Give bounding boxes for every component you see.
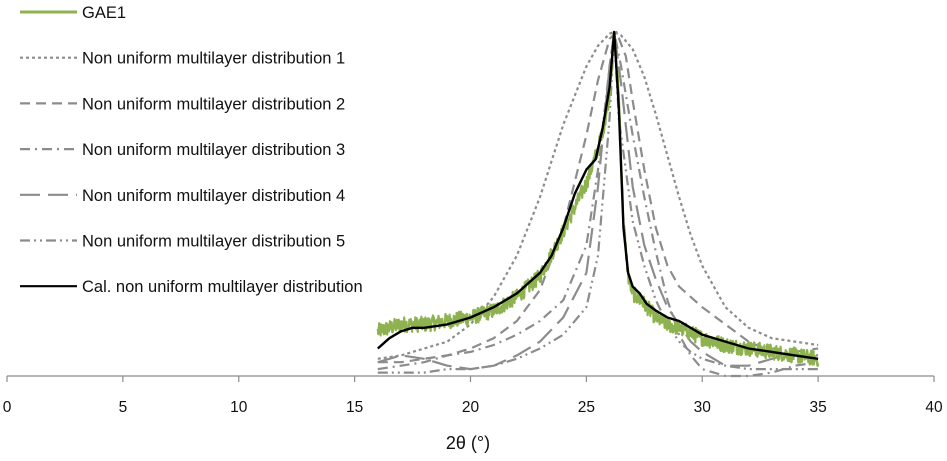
legend: GAE1 Non uniform multilayer distribution …	[20, 4, 363, 296]
legend-item-non-uniform-multilayer-distribution-4: Non uniform multilayer distribution 4	[20, 187, 345, 205]
x-tick-label: 15	[346, 399, 363, 416]
x-tick-label: 25	[578, 399, 595, 416]
legend-item-non-uniform-multilayer-distribution-2: Non uniform multilayer distribution 2	[20, 95, 345, 113]
legend-item-non-uniform-multilayer-distribution-3: Non uniform multilayer distribution 3	[20, 141, 345, 159]
legend-label: Non uniform multilayer distribution 1	[82, 50, 345, 68]
x-tick-label: 40	[925, 399, 943, 416]
legend-item-gae1: GAE1	[20, 4, 126, 22]
x-tick-label: 5	[119, 399, 128, 416]
legend-label: Non uniform multilayer distribution 5	[82, 233, 345, 251]
legend-label: Non uniform multilayer distribution 4	[82, 187, 345, 205]
plot-area	[376, 30, 820, 378]
legend-label: Non uniform multilayer distribution 3	[82, 141, 345, 159]
x-tick-label: 35	[810, 399, 827, 416]
x-axis-title: 2θ (°)	[446, 433, 490, 453]
x-tick-label: 30	[694, 399, 712, 416]
legend-item-non-uniform-multilayer-distribution-1: Non uniform multilayer distribution 1	[20, 50, 345, 68]
series-line-cal-non-uniform-multilayer-distribution	[377, 30, 819, 360]
legend-item-cal-non-uniform-multilayer-distribution: Cal. non uniform multilayer distribution	[20, 278, 363, 296]
legend-item-non-uniform-multilayer-distribution-5: Non uniform multilayer distribution 5	[20, 233, 345, 251]
series-line-non-uniform-multilayer-distribution-2	[377, 30, 819, 364]
x-tick-label: 0	[3, 399, 12, 416]
series-line-non-uniform-multilayer-distribution-4	[377, 30, 819, 371]
legend-label: GAE1	[82, 4, 126, 22]
x-tick-label: 20	[462, 399, 480, 416]
legend-label: Cal. non uniform multilayer distribution	[82, 278, 363, 296]
series-line-non-uniform-multilayer-distribution-1	[377, 30, 819, 360]
x-tick-label: 10	[230, 399, 248, 416]
legend-label: Non uniform multilayer distribution 2	[82, 95, 345, 113]
x-axis: 0 5 10 15 20 25 30 35 40	[3, 375, 943, 416]
